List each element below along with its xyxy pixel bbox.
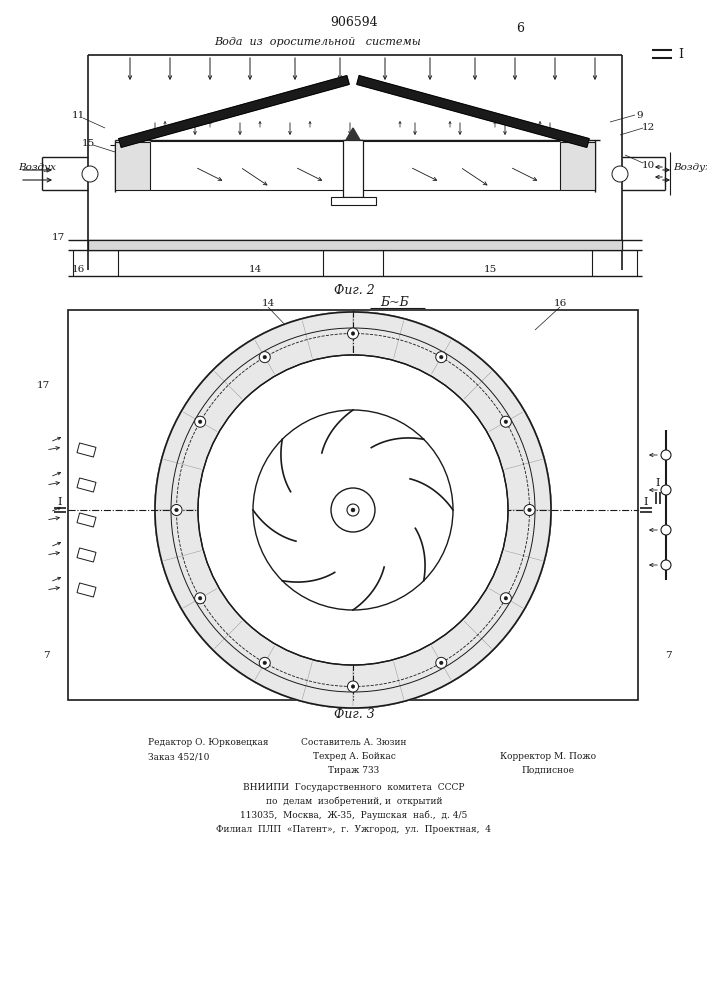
Text: Фиг. 3: Фиг. 3 (334, 708, 375, 722)
Bar (68, 310, 638, 700)
Text: 17: 17 (52, 233, 64, 242)
Circle shape (351, 685, 355, 688)
Circle shape (259, 352, 270, 363)
Text: 11: 11 (71, 110, 85, 119)
Circle shape (440, 355, 443, 359)
Circle shape (436, 352, 447, 363)
Circle shape (661, 525, 671, 535)
Text: Тираж 733: Тираж 733 (328, 766, 380, 775)
Text: 15: 15 (484, 265, 496, 274)
Text: 7: 7 (42, 650, 49, 660)
Circle shape (347, 504, 359, 516)
Circle shape (171, 504, 182, 516)
Circle shape (175, 508, 178, 512)
Circle shape (504, 420, 508, 424)
Text: Составитель А. Зюзин: Составитель А. Зюзин (301, 738, 407, 747)
Bar (77, 443, 96, 457)
Text: 17: 17 (36, 380, 49, 389)
Circle shape (155, 312, 551, 708)
Circle shape (331, 488, 375, 532)
Bar (88, 240, 622, 250)
Circle shape (263, 355, 267, 359)
Bar (77, 583, 96, 597)
Circle shape (259, 657, 270, 668)
Bar (77, 513, 96, 527)
Text: 7: 7 (665, 650, 672, 660)
Text: 10: 10 (641, 160, 655, 169)
Text: Воздух: Воздух (673, 163, 707, 172)
Text: I: I (656, 478, 660, 488)
Text: Заказ 452/10: Заказ 452/10 (148, 752, 209, 761)
Circle shape (661, 560, 671, 570)
Circle shape (504, 596, 508, 600)
Circle shape (82, 166, 98, 182)
Circle shape (198, 355, 508, 665)
Polygon shape (346, 128, 360, 140)
Text: Напрвл
вращен: Напрвл вращен (299, 462, 347, 508)
Text: Корректор М. Пожо: Корректор М. Пожо (500, 752, 596, 761)
Text: Фиг. 2: Фиг. 2 (334, 284, 375, 296)
Circle shape (351, 508, 355, 512)
Circle shape (436, 657, 447, 668)
Circle shape (199, 596, 202, 600)
Bar (343, 140, 363, 197)
Circle shape (348, 328, 358, 339)
Text: Филиал  ПЛП  «Патент»,  г.  Ужгород,  ул.  Проектная,  4: Филиал ПЛП «Патент», г. Ужгород, ул. Про… (216, 825, 491, 834)
Circle shape (440, 661, 443, 665)
Text: 906594: 906594 (330, 15, 378, 28)
Text: Редактор О. Юрковецкая: Редактор О. Юрковецкая (148, 738, 269, 747)
Circle shape (348, 681, 358, 692)
Bar (331, 197, 376, 205)
Text: 6: 6 (516, 21, 524, 34)
Text: ВНИИПИ  Государственного  комитета  СССР: ВНИИПИ Государственного комитета СССР (243, 783, 464, 792)
Circle shape (661, 485, 671, 495)
Circle shape (501, 593, 511, 604)
Text: 9: 9 (637, 110, 643, 119)
Text: Воздух: Воздух (18, 163, 56, 172)
Text: 15: 15 (81, 139, 95, 148)
Circle shape (194, 416, 206, 427)
Polygon shape (119, 76, 349, 147)
Polygon shape (357, 76, 589, 147)
Circle shape (501, 416, 511, 427)
Text: 16: 16 (71, 265, 85, 274)
Bar (77, 478, 96, 492)
Text: 14: 14 (248, 265, 262, 274)
Bar (115, 142, 150, 190)
Text: Техред А. Бойкас: Техред А. Бойкас (312, 752, 395, 761)
Circle shape (199, 420, 202, 424)
Text: 14: 14 (262, 300, 274, 308)
Circle shape (194, 593, 206, 604)
Text: I: I (644, 497, 648, 507)
Text: 12: 12 (641, 123, 655, 132)
Circle shape (524, 504, 535, 516)
Circle shape (612, 166, 628, 182)
Text: Б~Б: Б~Б (380, 296, 409, 308)
Circle shape (253, 410, 453, 610)
Circle shape (661, 450, 671, 460)
Circle shape (351, 332, 355, 335)
Text: I: I (678, 47, 683, 60)
Text: 16: 16 (554, 300, 566, 308)
Text: 113035,  Москва,  Ж-35,  Раушская  наб.,  д. 4/5: 113035, Москва, Ж-35, Раушская наб., д. … (240, 811, 468, 820)
Circle shape (263, 661, 267, 665)
Bar (77, 548, 96, 562)
Text: Вода  из  оросительной   системы: Вода из оросительной системы (215, 37, 421, 47)
Text: Подписное: Подписное (522, 766, 575, 775)
Text: по  делам  изобретений, и  открытий: по делам изобретений, и открытий (266, 797, 443, 806)
Circle shape (527, 508, 531, 512)
Bar (560, 142, 595, 190)
Text: I: I (58, 497, 62, 507)
Polygon shape (155, 312, 551, 708)
